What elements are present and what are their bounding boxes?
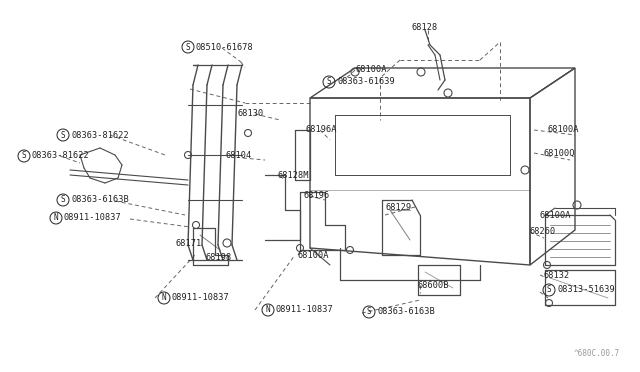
Text: 68198: 68198: [205, 253, 231, 263]
Text: 68129: 68129: [385, 202, 412, 212]
Text: 68100A: 68100A: [548, 125, 579, 135]
Text: 68196: 68196: [303, 190, 329, 199]
Text: 08363-6163B: 08363-6163B: [71, 196, 129, 205]
Text: 08510-61678: 08510-61678: [196, 42, 253, 51]
Text: 08363-6163B: 08363-6163B: [377, 308, 435, 317]
Text: 08313-51639: 08313-51639: [557, 285, 615, 295]
Text: S: S: [547, 285, 551, 295]
Text: 08363-81622: 08363-81622: [71, 131, 129, 140]
Text: 68196A: 68196A: [305, 125, 337, 135]
Text: ^680C.00.7: ^680C.00.7: [573, 349, 620, 358]
Text: 68100A: 68100A: [355, 65, 387, 74]
Text: 68100A: 68100A: [540, 211, 572, 219]
Text: S: S: [326, 77, 332, 87]
Text: 68128: 68128: [412, 23, 438, 32]
Text: 68171: 68171: [175, 238, 201, 247]
Text: 08911-10837: 08911-10837: [172, 294, 230, 302]
Text: 68132: 68132: [543, 270, 569, 279]
Text: 08911-10837: 08911-10837: [276, 305, 333, 314]
Text: 68128M: 68128M: [278, 170, 310, 180]
Text: 68104: 68104: [225, 151, 252, 160]
Text: S: S: [186, 42, 190, 51]
Text: N: N: [162, 294, 166, 302]
Text: N: N: [266, 305, 270, 314]
Text: 68100Q: 68100Q: [544, 148, 575, 157]
Text: S: S: [61, 196, 65, 205]
Text: 68600B: 68600B: [418, 280, 449, 289]
Text: S: S: [22, 151, 26, 160]
Text: 08911-10837: 08911-10837: [64, 214, 122, 222]
Text: 68100A: 68100A: [298, 250, 330, 260]
Text: 68260: 68260: [530, 228, 556, 237]
Text: S: S: [367, 308, 371, 317]
Text: 08363-61639: 08363-61639: [337, 77, 395, 87]
Text: 68130: 68130: [237, 109, 263, 118]
Text: S: S: [61, 131, 65, 140]
Text: N: N: [54, 214, 58, 222]
Text: 08363-81622: 08363-81622: [32, 151, 90, 160]
